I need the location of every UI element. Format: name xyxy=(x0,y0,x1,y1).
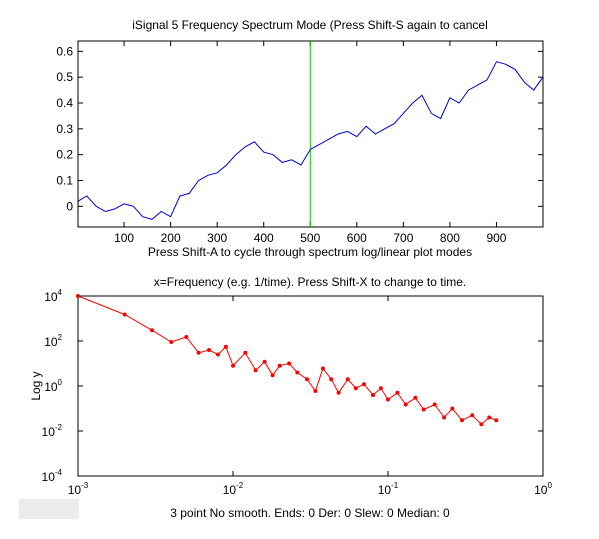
spectrum-point xyxy=(216,352,220,357)
top-plot-series xyxy=(77,41,544,227)
x-tick-label: 10-3 xyxy=(68,481,89,497)
y-tick-label: 102 xyxy=(44,333,62,349)
spectrum-point xyxy=(295,370,300,375)
y-tick-label: 0.3 xyxy=(56,122,73,136)
spectrum-point xyxy=(305,377,309,382)
y-tick-label: 0 xyxy=(66,199,73,213)
x-tick-label: 500 xyxy=(300,231,320,245)
y-tick-label: 10-2 xyxy=(42,423,63,439)
x-tick-label: 800 xyxy=(440,231,460,245)
spectrum-point xyxy=(243,350,248,355)
bottom-plot: x=Frequency (e.g. 1/time). Press Shift-X… xyxy=(29,275,552,497)
spectrum-point xyxy=(403,402,408,407)
spectrum-point xyxy=(76,294,80,298)
status-text: 3 point No smooth. Ends: 0 Der: 0 Slew: … xyxy=(170,506,450,520)
y-tick-label: 0.4 xyxy=(56,96,73,110)
status-box xyxy=(19,499,79,519)
spectrum-point xyxy=(353,386,358,391)
spectrum-point xyxy=(122,312,127,317)
spectrum-point xyxy=(432,402,437,407)
x-tick-label: 300 xyxy=(207,231,227,245)
x-tick-label: 900 xyxy=(486,231,506,245)
top-plot-ticks: 100 200 300 400 500 600 700 800 900 0 0.1 0.2 0.3 0.4… xyxy=(56,41,543,245)
signal-series-line xyxy=(77,61,544,220)
x-tick-label: 100 xyxy=(114,231,134,245)
spectrum-point xyxy=(494,418,499,423)
spectrum-point xyxy=(313,389,318,393)
y-tick-label: 100 xyxy=(44,378,62,394)
spectrum-point xyxy=(421,407,426,412)
spectrum-point xyxy=(277,363,282,368)
spectrum-point xyxy=(196,350,201,355)
y-tick-label: 0.6 xyxy=(56,44,73,58)
x-tick-label: 700 xyxy=(393,231,413,245)
spectrum-point xyxy=(270,373,275,378)
spectrum-point xyxy=(262,359,267,364)
spectrum-point xyxy=(460,418,464,423)
bottom-plot-axes-box xyxy=(77,295,544,477)
bottom-plot-ticks: 10-3 10-2 10-1 100 104 102 100 10-2 10-4 xyxy=(42,288,553,497)
spectrum-point xyxy=(287,361,292,366)
spectrum-point xyxy=(395,390,400,395)
y-tick-label: 0.5 xyxy=(56,70,73,84)
spectrum-point xyxy=(378,386,383,391)
bottom-plot-series xyxy=(76,294,499,427)
top-plot-title: iSignal 5 Frequency Spectrum Mode (Press… xyxy=(132,18,488,32)
spectrum-point xyxy=(231,363,235,368)
spectrum-point xyxy=(413,395,418,400)
spectrum-point xyxy=(479,422,484,427)
spectrum-point xyxy=(386,397,390,402)
spectrum-point xyxy=(329,377,334,382)
x-tick-label: 400 xyxy=(254,231,274,245)
y-tick-label: 10-4 xyxy=(42,468,63,484)
x-tick-label: 10-2 xyxy=(223,481,244,497)
spectrum-point xyxy=(223,344,228,349)
spectrum-point xyxy=(184,335,189,339)
spectrum-point xyxy=(207,348,211,352)
x-tick-label: 200 xyxy=(161,231,181,245)
x-tick-label: 600 xyxy=(347,231,367,245)
x-tick-label: 10-1 xyxy=(378,481,399,497)
spectrum-point xyxy=(371,393,375,397)
y-tick-label: 104 xyxy=(44,288,62,304)
spectrum-point xyxy=(320,366,325,371)
y-tick-label: 0.2 xyxy=(56,148,73,162)
spectrum-point xyxy=(450,406,455,411)
spectrum-point xyxy=(345,377,350,382)
spectrum-point xyxy=(169,340,174,344)
spectrum-point xyxy=(253,368,258,373)
spectrum-point xyxy=(470,413,475,418)
y-tick-label: 0.1 xyxy=(56,174,73,188)
spectrum-series-line xyxy=(77,295,497,425)
spectrum-point xyxy=(487,415,492,420)
spectrum-point xyxy=(362,382,366,387)
bottom-plot-title: x=Frequency (e.g. 1/time). Press Shift-X… xyxy=(154,275,466,289)
bottom-plot-ylabel: Log y xyxy=(29,371,43,400)
spectrum-point xyxy=(336,390,341,395)
top-plot: iSignal 5 Frequency Spectrum Mode (Press… xyxy=(56,18,544,259)
spectrum-point xyxy=(442,415,447,420)
spectrum-point xyxy=(150,328,154,333)
x-tick-label: 100 xyxy=(534,481,552,497)
top-plot-xlabel: Press Shift-A to cycle through spectrum … xyxy=(148,245,472,259)
